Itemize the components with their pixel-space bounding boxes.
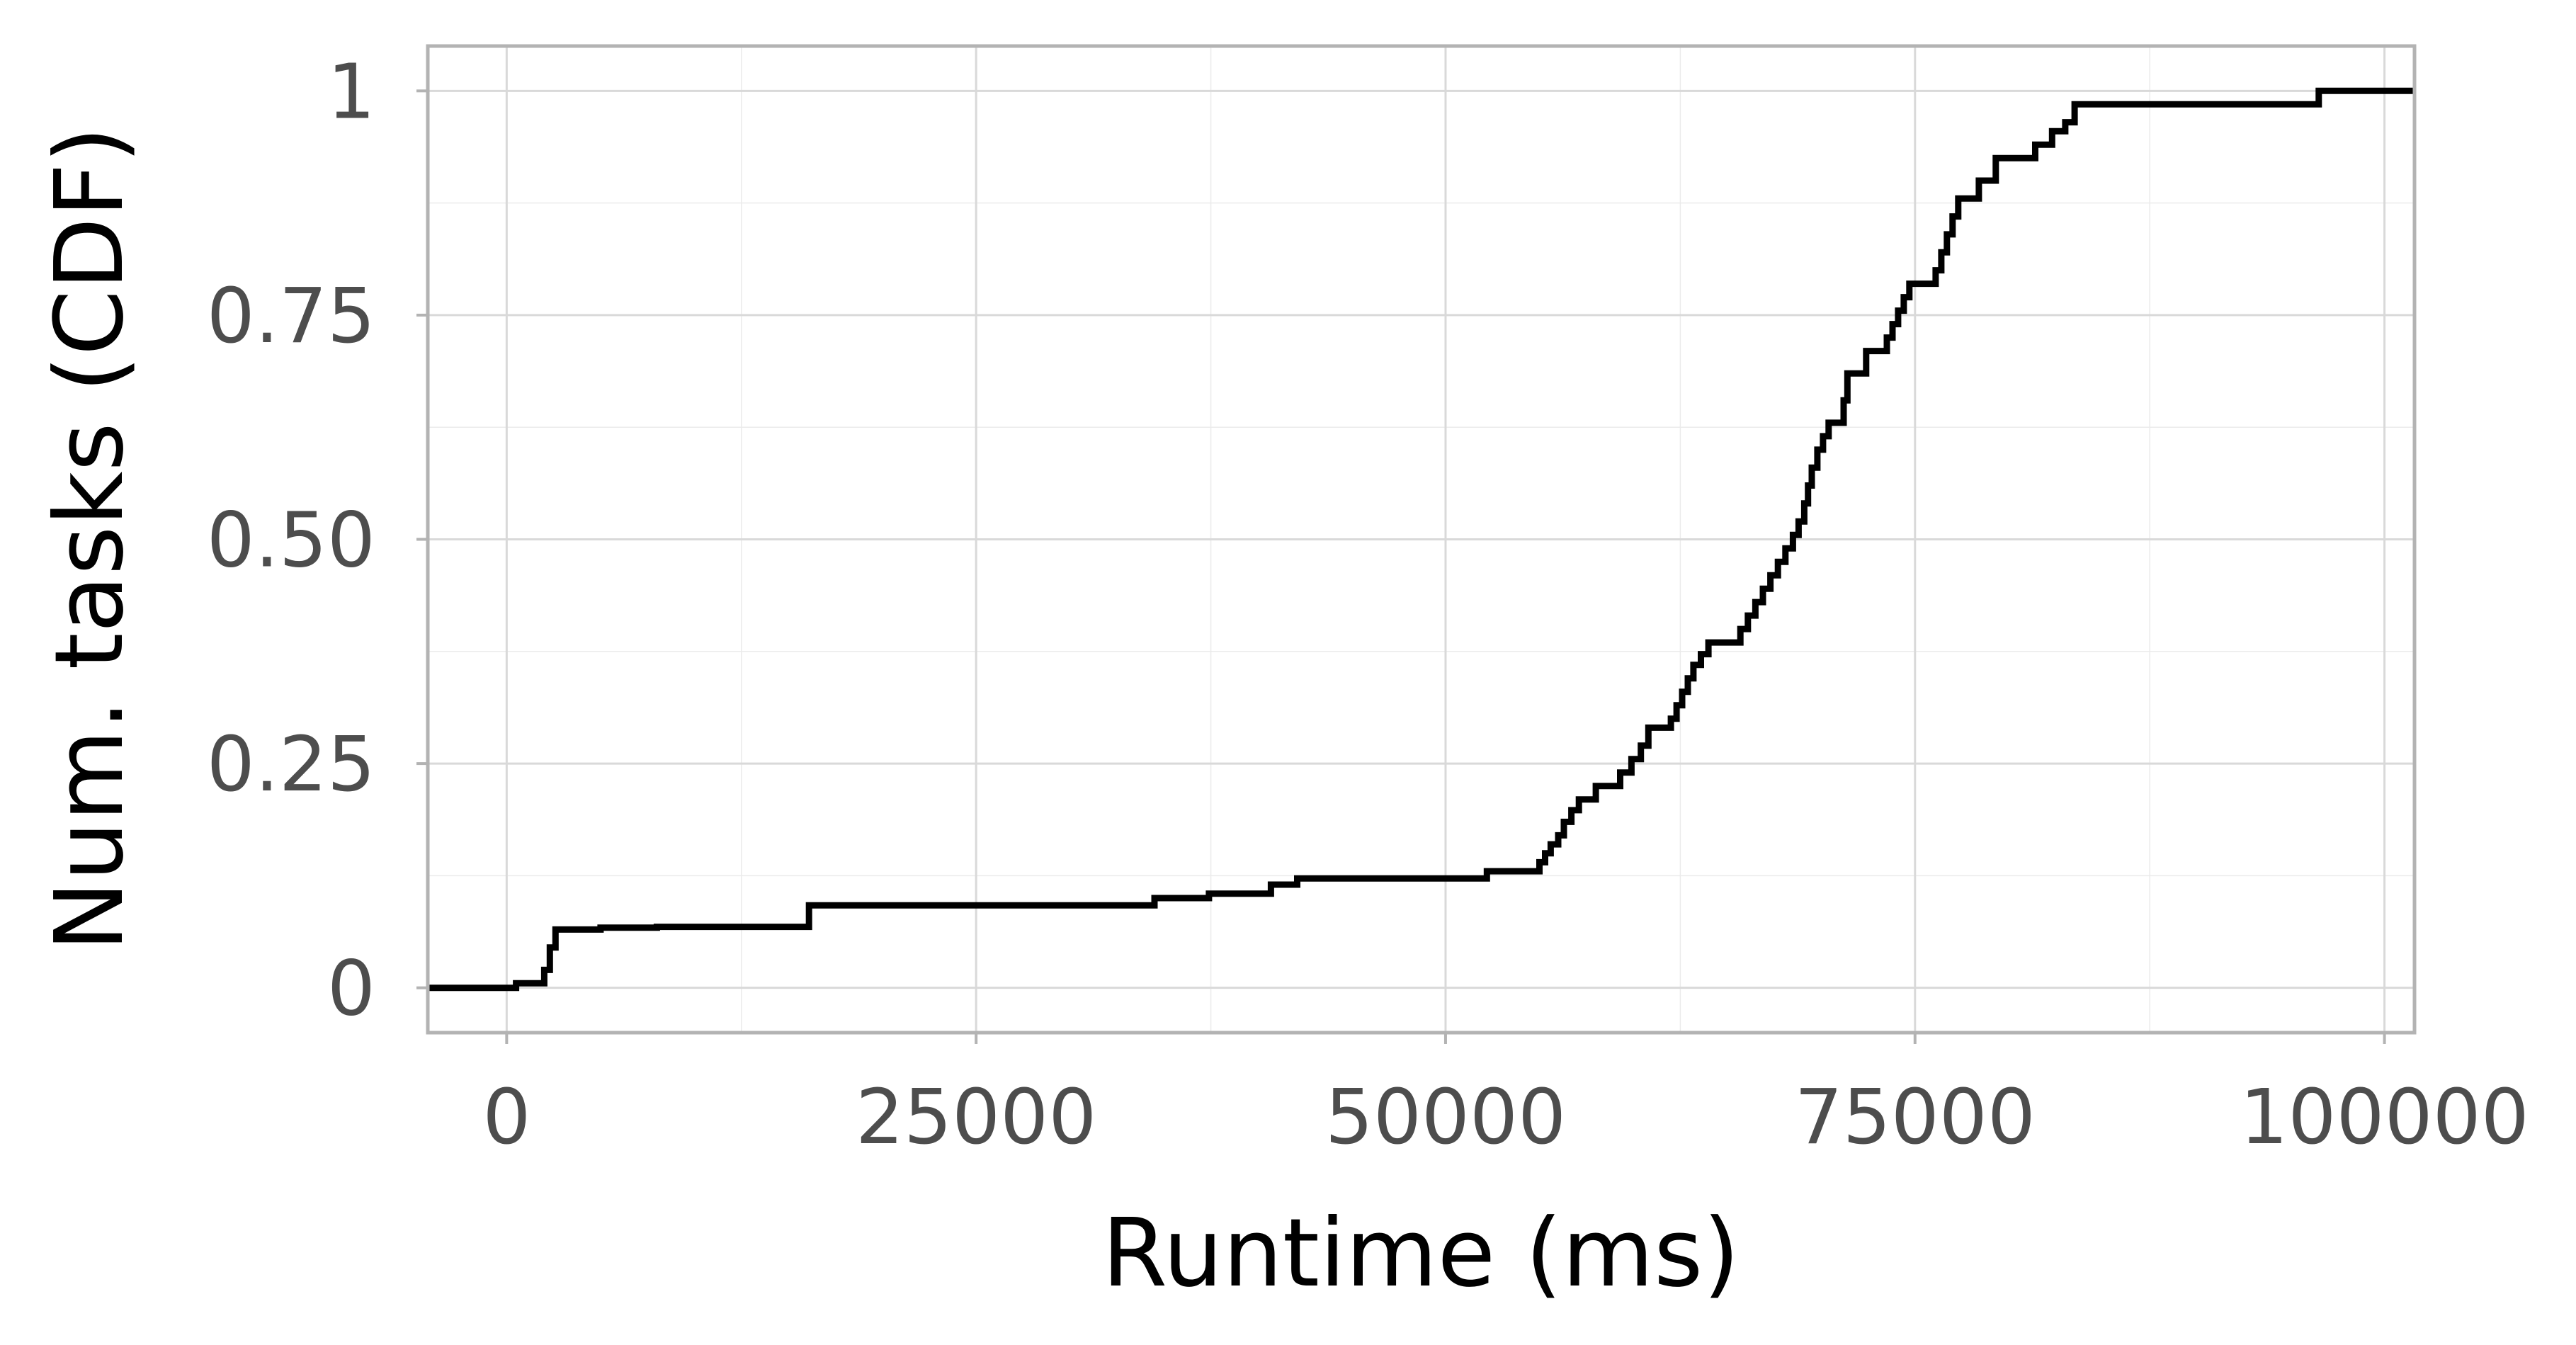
cdf-step-line [428, 87, 2415, 992]
x-axis-title: Runtime (ms) [1102, 1199, 1740, 1308]
y-tick-label: 0 [327, 946, 375, 1033]
major-gridlines [428, 46, 2415, 1033]
x-tick-label: 0 [482, 1074, 530, 1162]
y-tick-label: 0.50 [207, 497, 375, 585]
x-tick-label: 100000 [2240, 1074, 2529, 1162]
x-tick-label: 50000 [1325, 1074, 1566, 1162]
x-axis-tick-labels: 0 25000 50000 75000 100000 [482, 1074, 2529, 1162]
y-tick-label: 0.25 [207, 721, 375, 809]
x-tick-label: 75000 [1795, 1074, 2036, 1162]
x-tick-label: 25000 [856, 1074, 1096, 1162]
y-axis-title: Num. tasks (CDF) [35, 127, 144, 952]
y-tick-label: 0.75 [207, 273, 375, 361]
y-axis-tick-labels: 0 0.25 0.50 0.75 1 [207, 48, 375, 1033]
y-tick-label: 1 [327, 48, 375, 136]
axis-ticks [416, 89, 2386, 1044]
series-layer [428, 87, 2415, 992]
